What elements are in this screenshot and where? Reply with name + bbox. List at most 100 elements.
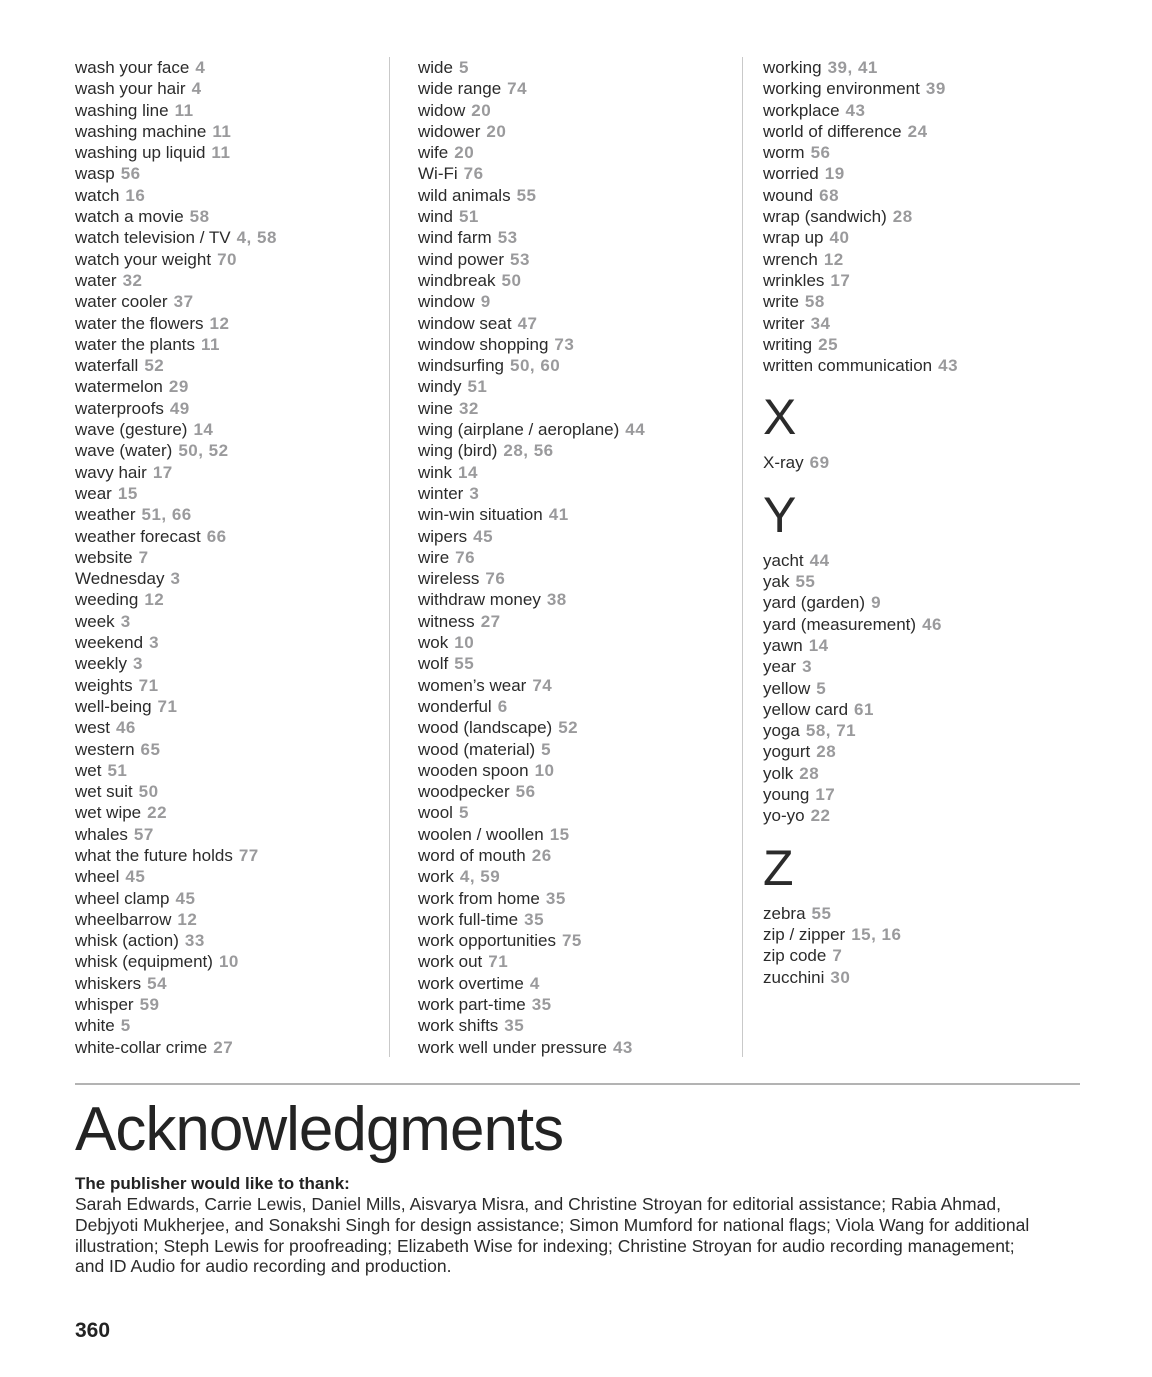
index-entry: work overtime 4	[418, 973, 742, 994]
entry-pages: 50	[501, 270, 522, 290]
entry-pages: 11	[201, 334, 220, 354]
entry-term: wonderful	[418, 696, 492, 716]
index-entry: wavy hair 17	[75, 462, 389, 483]
entry-term: washing line	[75, 100, 169, 120]
entry-pages: 76	[485, 569, 506, 589]
entry-term: weather	[75, 505, 136, 525]
index-entry: written communication 43	[763, 355, 1152, 376]
entry-pages: 34	[810, 313, 831, 333]
entry-term: widow	[418, 100, 466, 120]
index-entry: Wednesday 3	[75, 568, 389, 589]
entry-term: wrap up	[763, 228, 824, 248]
entry-pages: 59	[139, 995, 160, 1015]
entry-pages: 39, 41	[827, 58, 878, 77]
entry-term: X-ray	[763, 453, 804, 473]
entry-term: wide range	[418, 79, 502, 99]
index-entry: whiskers 54	[75, 973, 389, 994]
entry-term: wood (material)	[418, 739, 536, 759]
index-entry: watermelon 29	[75, 376, 389, 397]
entry-pages: 37	[173, 292, 194, 312]
index-entry: wind farm 53	[418, 227, 742, 248]
index-entry: website 7	[75, 547, 389, 568]
entry-term: zip / zipper	[763, 924, 846, 944]
entry-pages: 3	[149, 633, 160, 653]
entry-term: wrap (sandwich)	[763, 207, 887, 227]
entry-pages: 4	[195, 58, 206, 77]
entry-term: wash your face	[75, 58, 190, 77]
entry-pages: 9	[871, 593, 882, 613]
entry-pages: 7	[138, 547, 149, 567]
entry-term: whisk (equipment)	[75, 952, 213, 972]
index-entry: yellow card 61	[763, 699, 1152, 720]
acknowledgments-intro-heading: The publisher would like to thank:	[75, 1174, 350, 1193]
entry-term: witness	[418, 611, 475, 631]
index-entry: wife 20	[418, 142, 742, 163]
index-entry: writer 34	[763, 313, 1152, 334]
index-entry: waterfall 52	[75, 355, 389, 376]
entry-term: water	[75, 270, 117, 290]
entry-pages: 45	[473, 526, 494, 546]
entry-pages: 20	[471, 100, 492, 120]
entry-term: wild animals	[418, 185, 511, 205]
entry-pages: 70	[217, 249, 237, 269]
entry-pages: 39	[925, 79, 946, 99]
entry-term: world of difference	[763, 121, 902, 141]
entry-term: window shopping	[418, 334, 549, 354]
index-entry: water the plants 11	[75, 334, 389, 355]
entry-term: western	[75, 739, 135, 759]
entry-pages: 35	[545, 888, 566, 908]
entry-term: written communication	[763, 356, 933, 376]
entry-pages: 55	[454, 654, 475, 674]
entry-pages: 57	[133, 824, 154, 844]
index-entry: widow 20	[418, 100, 742, 121]
entry-pages: 19	[824, 164, 845, 184]
entry-term: wink	[418, 462, 453, 482]
index-entry: woodpecker 56	[418, 781, 742, 802]
index-entry: white 5	[75, 1015, 389, 1036]
entry-term: wrinkles	[763, 270, 825, 290]
entry-term: wide	[418, 58, 453, 77]
entry-pages: 69	[809, 453, 830, 473]
index-entry: yard (measurement) 46	[763, 614, 1152, 635]
entry-term: water the plants	[75, 334, 196, 354]
index-entry: water 32	[75, 270, 389, 291]
index-entry: yak 55	[763, 571, 1152, 592]
entry-term: yard (measurement)	[763, 614, 917, 634]
index-entry: window shopping 73	[418, 334, 742, 355]
entry-term: work out	[418, 952, 483, 972]
entry-pages: 30	[830, 967, 851, 987]
index-entry: yolk 28	[763, 763, 1152, 784]
entry-pages: 43	[612, 1037, 633, 1057]
entry-term: wing (airplane / aeroplane)	[418, 420, 620, 440]
entry-pages: 56	[810, 143, 831, 163]
entry-term: wheelbarrow	[75, 909, 172, 929]
index-entry: wool 5	[418, 802, 742, 823]
entry-term: wife	[418, 143, 449, 163]
entry-pages: 50	[138, 782, 159, 802]
entry-pages: 17	[152, 462, 173, 482]
index-entry: writing 25	[763, 334, 1152, 355]
entry-pages: 55	[516, 185, 537, 205]
entry-term: wok	[418, 633, 449, 653]
index-entry: windy 51	[418, 376, 742, 397]
entry-pages: 51, 66	[141, 505, 192, 525]
entry-pages: 11	[211, 143, 231, 163]
entry-pages: 35	[504, 1016, 525, 1036]
index-entry: what the future holds 77	[75, 845, 389, 866]
index-entry: washing up liquid 11	[75, 142, 389, 163]
entry-pages: 33	[184, 931, 205, 951]
entry-term: yoga	[763, 721, 800, 741]
entry-pages: 52	[558, 718, 579, 738]
entry-term: windsurfing	[418, 356, 504, 376]
entry-pages: 46	[115, 718, 136, 738]
index-entry: witness 27	[418, 611, 742, 632]
index-entry: working environment 39	[763, 78, 1152, 99]
entry-pages: 25	[818, 334, 839, 354]
entry-term: word of mouth	[418, 845, 526, 865]
index-entry: watch a movie 58	[75, 206, 389, 227]
entry-term: worried	[763, 164, 819, 184]
entry-pages: 3	[469, 483, 480, 503]
entry-term: work shifts	[418, 1016, 499, 1036]
index-entry: write 58	[763, 291, 1152, 312]
entry-pages: 56	[120, 164, 141, 184]
